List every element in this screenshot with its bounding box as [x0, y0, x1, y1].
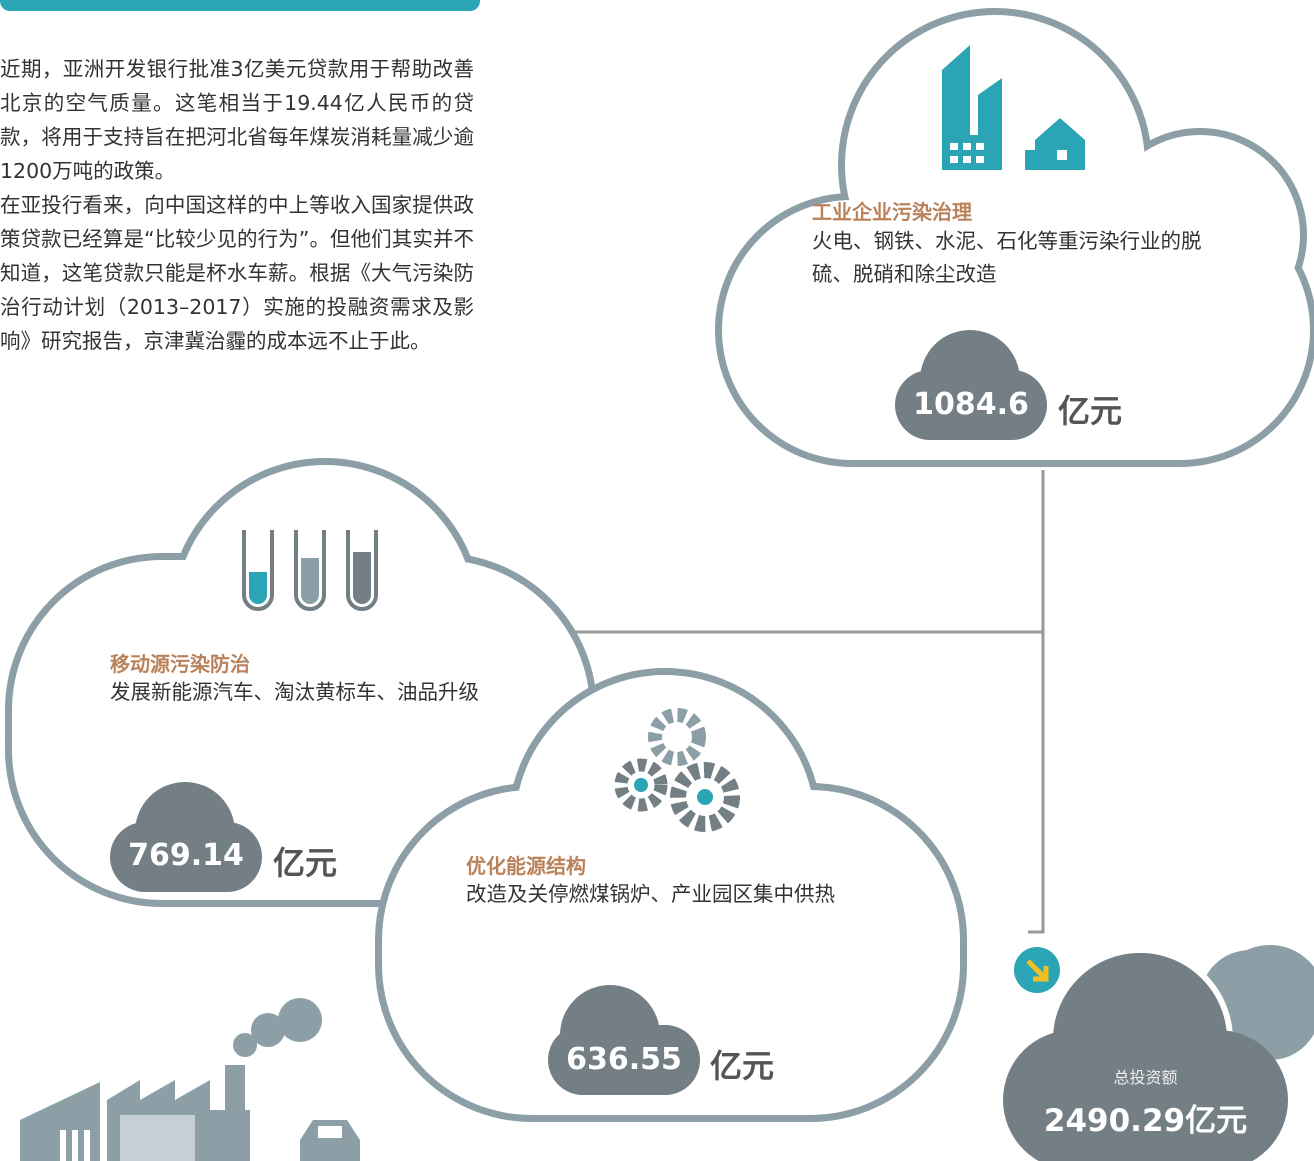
total-label: 总投资额 [1113, 1068, 1178, 1087]
item-title: 工业企业污染治理 [812, 200, 972, 224]
item-unit: 亿元 [710, 1047, 775, 1085]
item-title: 优化能源结构 [466, 854, 586, 878]
item-description: 发展新能源汽车、淘汰黄标车、油品升级 [110, 680, 479, 704]
item-unit: 亿元 [1058, 392, 1123, 430]
item-title: 移动源污染防治 [110, 652, 250, 676]
item-unit: 亿元 [273, 844, 338, 882]
item-amount: 636.55 [566, 1042, 682, 1077]
value-cloud [110, 330, 1047, 1095]
total-amount: 2490.29亿元 [1043, 1103, 1248, 1139]
tubes-icon [242, 530, 378, 611]
header-bar [0, 0, 480, 11]
item-amount: 1084.6 [913, 387, 1029, 422]
cloud [382, 675, 960, 1115]
arrow [1026, 959, 1049, 982]
intro: 近期，亚洲开发银行批准3亿美元贷款用于帮助改善北京的空气质量。这笔相当于19.4… [0, 52, 474, 358]
item-description: 火电、钢铁、水泥、石化等重污染行业的脱硫、脱硝和除尘改造 [812, 229, 1202, 286]
total-cloud [1003, 953, 1288, 1161]
factory-icon [942, 45, 1085, 170]
item-description: 改造及关停燃煤锅炉、产业园区集中供热 [466, 882, 835, 906]
paragraph: 在亚投行看来，向中国这样的中上等收入国家提供政策贷款已经算是“比较少见的行为”。… [0, 193, 474, 353]
connector [572, 470, 1045, 934]
item-amount: 769.14 [128, 838, 244, 873]
paragraph: 近期，亚洲开发银行批准3亿美元贷款用于帮助改善北京的空气质量。这笔相当于19.4… [0, 57, 474, 183]
gears-icon [614, 708, 740, 832]
